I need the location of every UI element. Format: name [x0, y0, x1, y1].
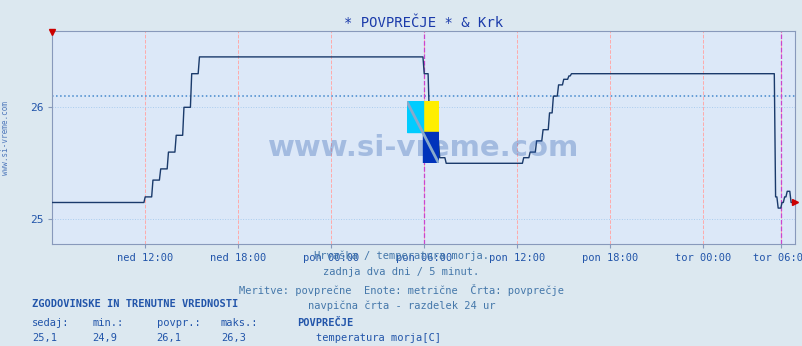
Text: 26,3: 26,3	[221, 333, 245, 343]
Text: povpr.:: povpr.:	[156, 318, 200, 328]
Text: Meritve: povprečne  Enote: metrične  Črta: povprečje: Meritve: povprečne Enote: metrične Črta:…	[239, 284, 563, 296]
Bar	[422, 132, 438, 163]
Text: www.si-vreme.com: www.si-vreme.com	[1, 101, 10, 175]
Text: www.si-vreme.com: www.si-vreme.com	[268, 134, 578, 162]
Bar	[406, 101, 422, 132]
Title: * POVPREČJE * & Krk: * POVPREČJE * & Krk	[343, 16, 503, 30]
Bar	[422, 101, 438, 132]
Text: 25,1: 25,1	[32, 333, 57, 343]
Text: Hrvaška / temperatura morja.: Hrvaška / temperatura morja.	[314, 251, 488, 261]
Text: maks.:: maks.:	[221, 318, 258, 328]
Text: 26,1: 26,1	[156, 333, 181, 343]
Text: zadnja dva dni / 5 minut.: zadnja dva dni / 5 minut.	[323, 267, 479, 277]
Text: navpična črta - razdelek 24 ur: navpična črta - razdelek 24 ur	[307, 301, 495, 311]
Text: temperatura morja[C]: temperatura morja[C]	[315, 333, 440, 343]
Text: sedaj:: sedaj:	[32, 318, 70, 328]
Text: ZGODOVINSKE IN TRENUTNE VREDNOSTI: ZGODOVINSKE IN TRENUTNE VREDNOSTI	[32, 299, 238, 309]
Text: POVPREČJE: POVPREČJE	[297, 318, 353, 328]
Text: 24,9: 24,9	[92, 333, 117, 343]
Text: min.:: min.:	[92, 318, 124, 328]
